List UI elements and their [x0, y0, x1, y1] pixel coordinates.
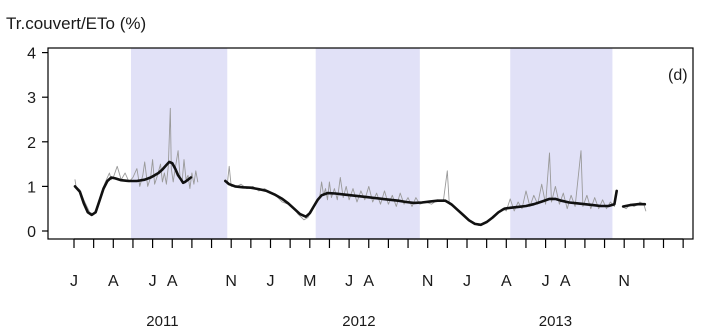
panel-label: (d) — [668, 67, 688, 84]
y-tick-label-4: 4 — [27, 46, 36, 63]
x-month-label: J — [267, 273, 275, 290]
y-axis: 0 1 2 3 4 — [27, 46, 48, 241]
series-smoothed-segment-3 — [621, 202, 647, 208]
shaded-period-1 — [130, 48, 228, 239]
y-tick-label-1: 1 — [27, 179, 36, 196]
y-tick-label-0: 0 — [27, 224, 36, 241]
x-month-label: J — [70, 273, 78, 290]
x-year-label-2012: 2012 — [342, 313, 375, 330]
x-month-label: J — [542, 273, 550, 290]
x-month-label: N — [225, 273, 237, 290]
x-month-label: A — [501, 273, 512, 290]
x-month-label: J — [345, 273, 353, 290]
x-month-label: M — [303, 273, 316, 290]
x-month-label: J — [463, 273, 471, 290]
x-year-label-2011: 2011 — [146, 313, 178, 330]
x-month-label: N — [422, 273, 434, 290]
shaded-periods — [130, 48, 613, 239]
series-layer — [73, 107, 647, 227]
shaded-period-2 — [315, 48, 420, 239]
y-tick-label-2: 2 — [27, 135, 36, 152]
x-month-label: J — [149, 273, 157, 290]
x-month-label: N — [618, 273, 630, 290]
x-month-label: A — [108, 273, 119, 290]
y-axis-title: Tr.couvert/ETo (%) — [6, 14, 146, 33]
series-smoothed-segment-2 — [224, 179, 618, 227]
series-smoothed-segment-1 — [73, 160, 193, 217]
x-month-label: A — [363, 273, 374, 290]
x-month-label: A — [167, 273, 178, 290]
shaded-period-3 — [510, 48, 613, 239]
x-year-label-2013: 2013 — [539, 313, 572, 330]
x-month-label: A — [560, 273, 571, 290]
y-tick-label-3: 3 — [27, 90, 36, 107]
